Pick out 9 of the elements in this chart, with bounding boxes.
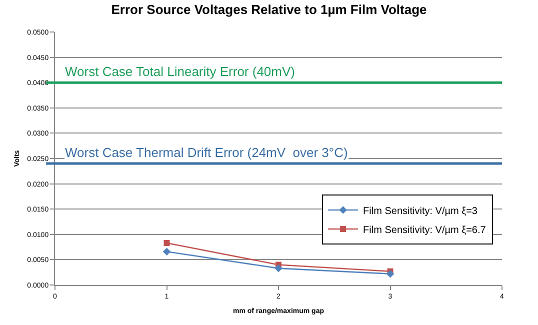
point [164,240,170,246]
point [274,264,282,272]
ref-line-label: Worst Case Thermal Drift Error (24mV over 3°C) [65,145,348,160]
ref-line-label: Worst Case Total Linearity Error (40mV) [65,64,295,79]
point [162,248,171,256]
legend-label: Film Sensitivity: V/µm ξ=3 [363,206,478,217]
point [386,270,394,278]
chart-title: Error Source Voltages Relative to 1µm Film Voltage [111,2,427,17]
legend-label: Film Sensitivity: V/µm ξ=6.7 [363,224,486,236]
